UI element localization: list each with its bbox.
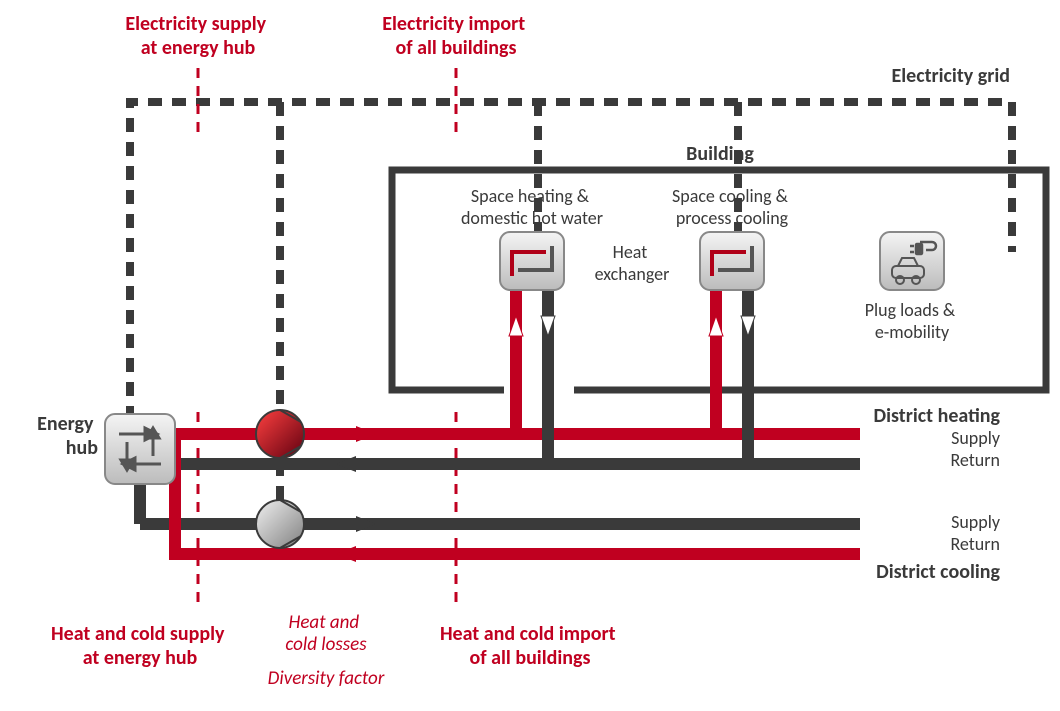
label-heat-cold-supply: Heat and cold supply at energy hub — [51, 622, 229, 670]
label-heat-cold-import: Heat and cold import of all buildings — [440, 622, 620, 670]
label-district-cooling: District cooling — [876, 560, 1000, 584]
plug-icon — [880, 232, 944, 290]
label-dc-return: Return — [950, 533, 1000, 555]
energy-hub-icon — [105, 414, 175, 484]
label-elec-import: Electricity import of all buildings — [382, 12, 530, 60]
label-plug: Plug loads & e-mobility — [865, 299, 960, 343]
label-heat-exchanger: Heat exchanger — [595, 241, 670, 285]
hx-cooling-icon — [700, 232, 764, 290]
label-elec-grid: Electricity grid — [891, 64, 1010, 88]
label-losses: Heat and cold losses — [285, 611, 367, 656]
district-heating-pipes — [140, 290, 860, 472]
label-dh-supply: Supply — [951, 427, 1001, 449]
label-building: Building — [686, 142, 754, 166]
pump-cooling — [256, 500, 304, 548]
label-space-heating: Space heating & domestic hot water — [461, 185, 603, 229]
label-district-heating: District heating — [874, 404, 1001, 428]
hx-heating-icon — [500, 232, 564, 290]
label-diversity: Diversity factor — [268, 667, 385, 690]
label-elec-supply: Electricity supply at energy hub — [125, 12, 270, 60]
label-space-cooling: Space cooling & process cooling — [672, 185, 792, 229]
label-energy-hub: Energy hub — [37, 412, 98, 460]
label-dc-supply: Supply — [951, 511, 1001, 533]
label-dh-return: Return — [950, 449, 1000, 471]
pump-heating — [256, 410, 304, 458]
